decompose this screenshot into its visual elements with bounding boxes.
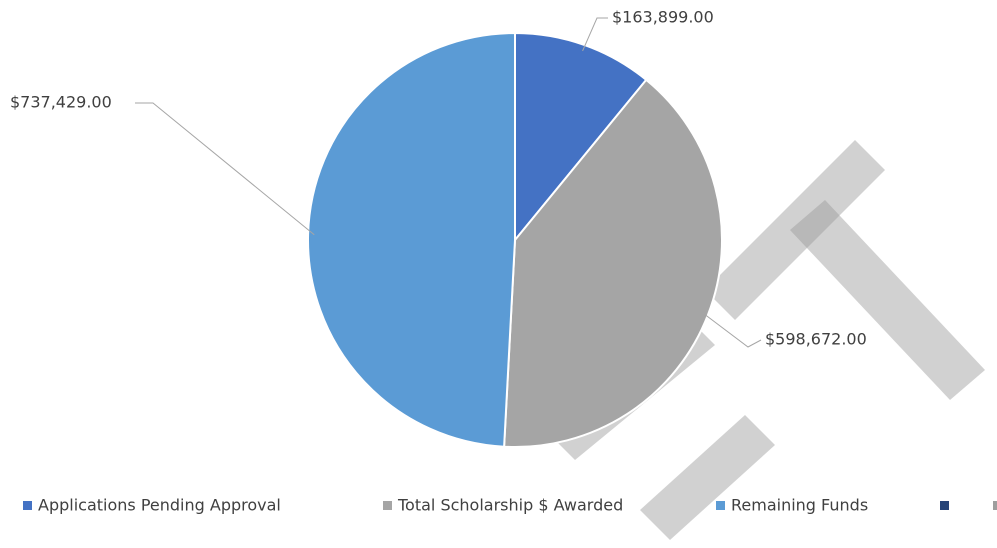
watermark-stroke (790, 200, 985, 400)
data-label: $598,672.00 (765, 330, 867, 349)
legend-marker-extra (940, 501, 949, 510)
legend-label: Total Scholarship $ Awarded (397, 496, 623, 515)
data-label: $163,899.00 (612, 8, 714, 27)
data-label: $737,429.00 (10, 93, 112, 112)
legend-marker (716, 501, 725, 510)
legend-label: Remaining Funds (731, 496, 868, 515)
pie-slice (503, 78, 723, 448)
pie-slice (307, 31, 516, 448)
legend-marker-extra (993, 501, 997, 510)
legend-marker (383, 501, 392, 510)
watermark-stroke (640, 415, 775, 540)
leader-line (582, 17, 608, 52)
legend-marker (23, 501, 32, 510)
leader-line (701, 312, 762, 348)
watermark-stroke (705, 140, 885, 320)
legend-label: Applications Pending Approval (38, 496, 281, 515)
leader-line (135, 102, 315, 236)
